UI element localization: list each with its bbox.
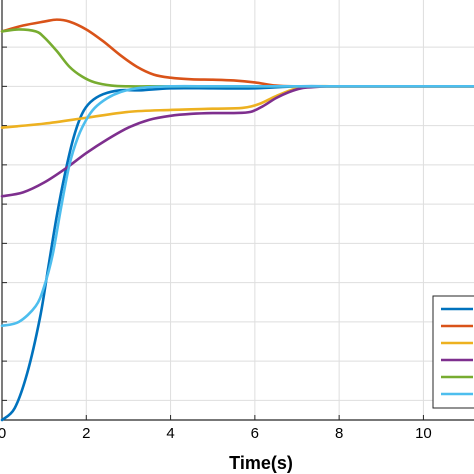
x-tick-label: 8 <box>335 425 343 442</box>
series-lines <box>0 18 474 422</box>
series-line-6 <box>0 84 474 328</box>
x-axis-title: Time(s) <box>229 453 293 473</box>
x-tick-label: 10 <box>415 425 432 442</box>
x-tick-label: 2 <box>82 425 90 442</box>
axes <box>1 0 474 421</box>
grid-lines <box>1 0 474 420</box>
legend <box>432 295 474 409</box>
legend-box <box>432 295 474 409</box>
x-tick-label: 0 <box>0 425 6 442</box>
x-tick-label: 4 <box>166 425 174 442</box>
x-tick-label: 6 <box>251 425 259 442</box>
x-tick-labels: 0 2 4 6 8 10 <box>0 425 432 442</box>
